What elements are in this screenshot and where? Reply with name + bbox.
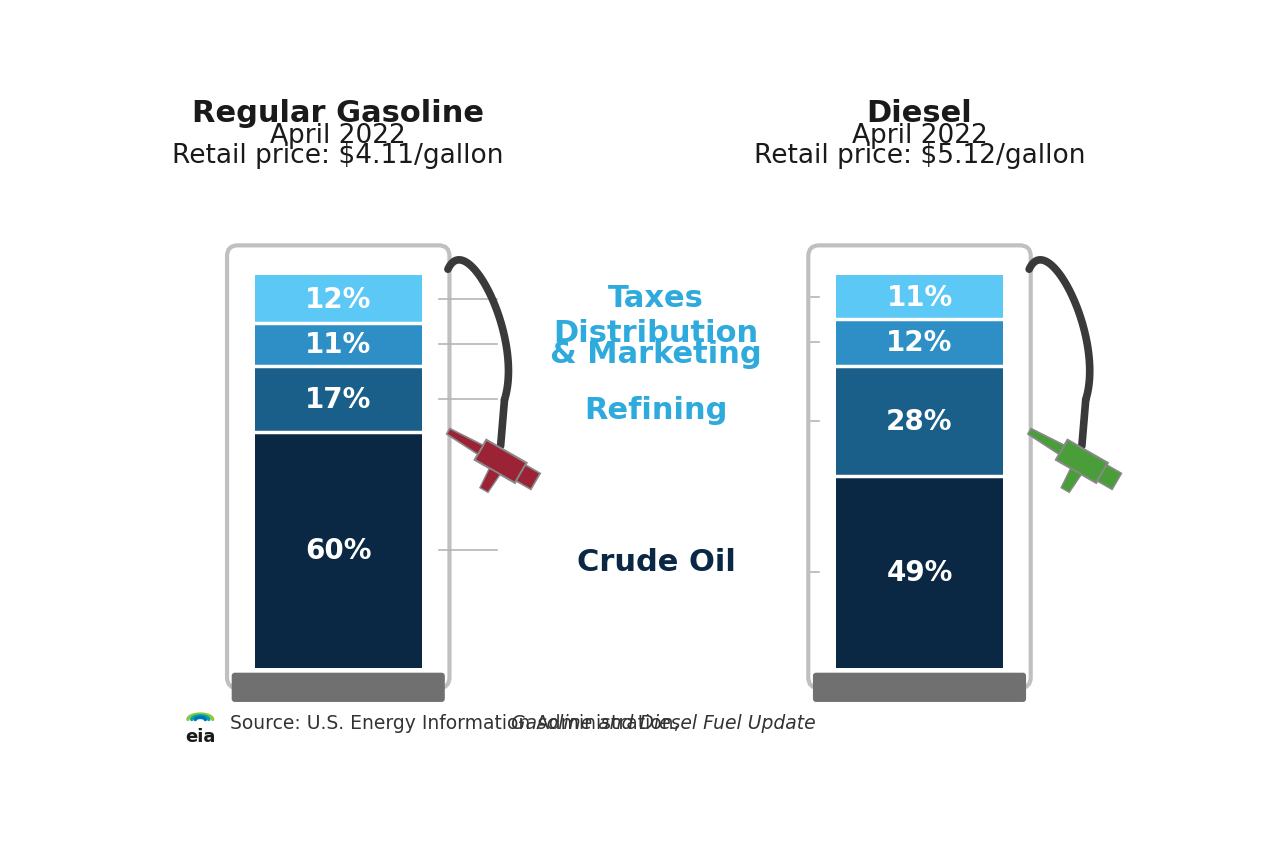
Polygon shape [1028, 429, 1065, 455]
Polygon shape [475, 440, 526, 483]
Bar [255, 323, 421, 366]
Text: Regular Gasoline: Regular Gasoline [192, 99, 484, 128]
Text: Retail price: $5.12/gallon: Retail price: $5.12/gallon [754, 143, 1085, 170]
Polygon shape [447, 429, 483, 455]
Text: 11%: 11% [886, 284, 952, 312]
Bar [255, 276, 421, 323]
Bar [255, 433, 421, 668]
FancyBboxPatch shape [227, 246, 449, 688]
Text: 28%: 28% [886, 407, 952, 435]
Bar [255, 366, 421, 433]
Text: 17%: 17% [305, 386, 371, 413]
Polygon shape [1061, 469, 1082, 492]
Text: Retail price: $4.11/gallon: Retail price: $4.11/gallon [173, 143, 504, 170]
FancyBboxPatch shape [813, 673, 1027, 702]
Polygon shape [1056, 440, 1107, 483]
Text: Refining: Refining [584, 396, 728, 425]
FancyBboxPatch shape [232, 673, 445, 702]
Text: 12%: 12% [305, 285, 371, 314]
Bar [836, 276, 1002, 320]
Text: Gasoline and Diesel Fuel Update: Gasoline and Diesel Fuel Update [511, 713, 815, 733]
Bar [836, 320, 1002, 366]
Polygon shape [516, 465, 540, 490]
Text: Crude Oil: Crude Oil [576, 547, 736, 576]
Text: April 2022: April 2022 [851, 123, 987, 148]
Polygon shape [480, 469, 500, 492]
Text: Taxes: Taxes [608, 284, 704, 313]
Text: 60%: 60% [305, 537, 371, 565]
Text: Distribution: Distribution [553, 319, 759, 348]
Text: 49%: 49% [886, 558, 952, 586]
Bar [836, 476, 1002, 668]
Text: & Marketing: & Marketing [550, 340, 762, 369]
Text: 11%: 11% [305, 331, 371, 359]
Text: 12%: 12% [886, 329, 952, 357]
Bar [836, 366, 1002, 476]
Polygon shape [1097, 465, 1121, 490]
Text: eia: eia [186, 728, 215, 746]
FancyBboxPatch shape [808, 246, 1030, 688]
Text: April 2022: April 2022 [270, 123, 406, 148]
Text: Source: U.S. Energy Information Administration,: Source: U.S. Energy Information Administ… [229, 713, 685, 733]
Text: Diesel: Diesel [867, 99, 973, 128]
